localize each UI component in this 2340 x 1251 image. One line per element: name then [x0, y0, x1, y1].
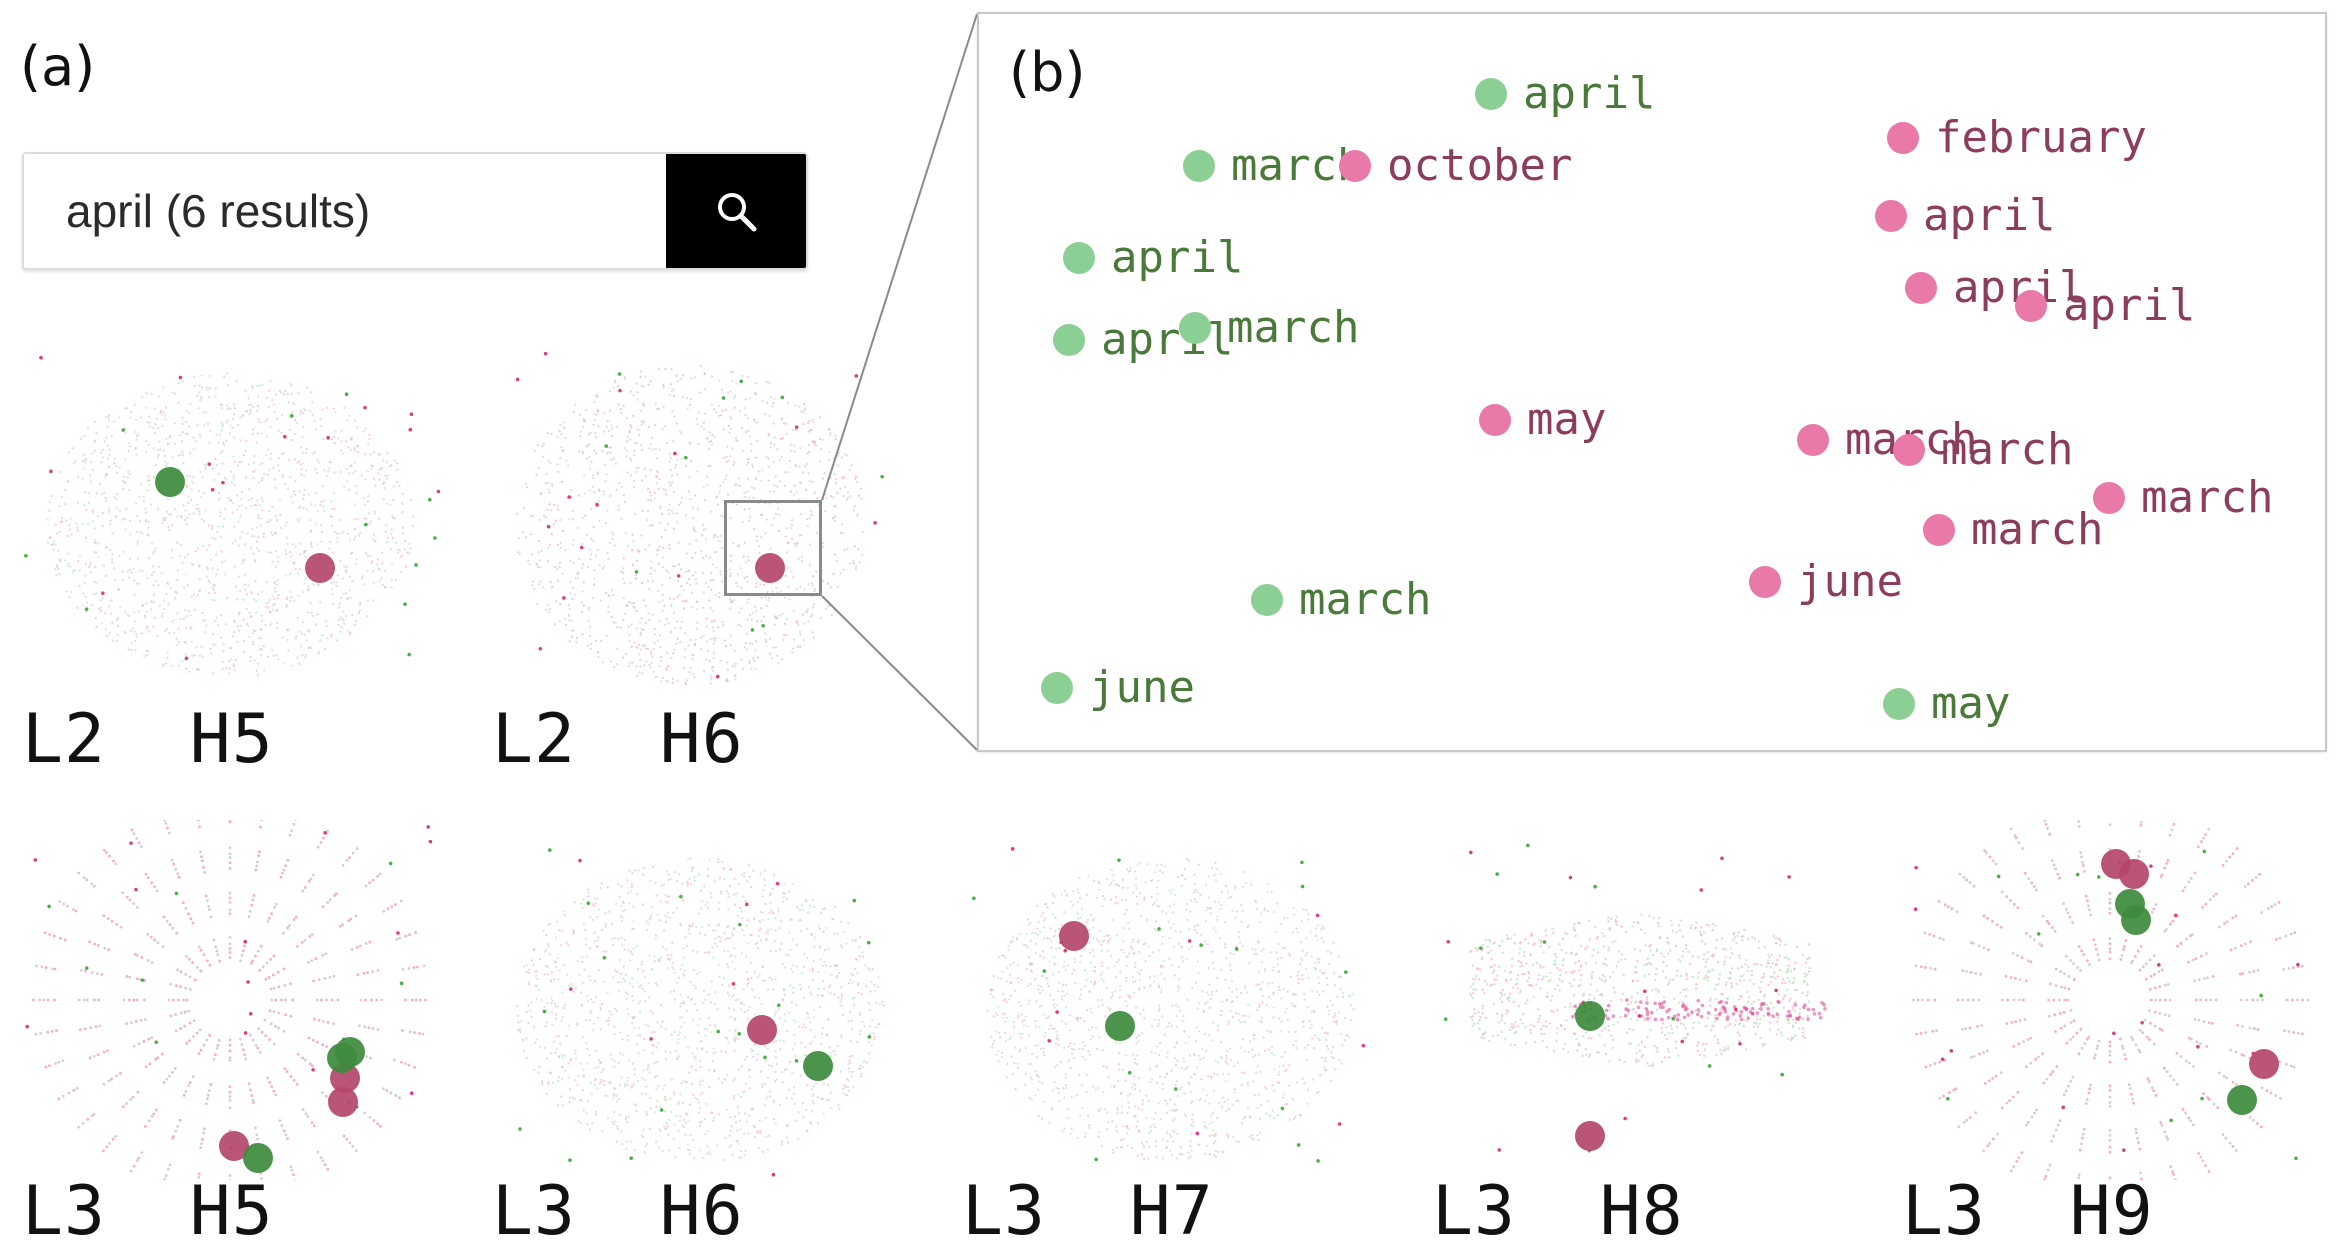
head-label-l3-h7: L3 H7 [962, 1178, 1214, 1246]
zoom-region-box [724, 500, 822, 596]
head-label-l3-h6: L3 H6 [492, 1178, 744, 1246]
zoom-point-label: march [1941, 428, 2073, 472]
head-label-l2-h5: L2 H5 [22, 706, 274, 774]
panel-b-label: (b) [1009, 46, 1085, 100]
head-plot-l3-h7[interactable] [960, 840, 1380, 1180]
head-plot-l3-h5[interactable] [20, 820, 440, 1180]
search-button[interactable] [666, 154, 806, 268]
zoom-point-label: march [1227, 306, 1359, 350]
head-plot-l3-h9[interactable] [1900, 820, 2320, 1180]
search-input[interactable] [24, 154, 666, 268]
zoom-point-label: june [1797, 560, 1903, 604]
zoom-point-label: march [2141, 476, 2273, 520]
panel-a-label: (a) [20, 40, 95, 94]
head-plot-l2-h6[interactable] [490, 350, 890, 700]
zoomed-embedding-panel: (b) april march october april april marc… [977, 12, 2327, 752]
head-label-l2-h6: L2 H6 [492, 706, 744, 774]
head-plot-l2-h5[interactable] [20, 350, 440, 700]
zoom-point-label: april [1101, 318, 1233, 362]
zoom-point-label: october [1387, 144, 1572, 188]
zoom-point-label: april [1923, 194, 2055, 238]
zoom-point-label: february [1935, 116, 2147, 160]
zoom-point-label: april [1111, 236, 1243, 280]
zoom-point-label: march [1971, 508, 2103, 552]
zoom-point-label: march [1299, 578, 1431, 622]
zoom-point-label: june [1089, 666, 1195, 710]
head-label-l3-h5: L3 H5 [22, 1178, 274, 1246]
search-icon [712, 187, 760, 235]
search-box [22, 152, 808, 270]
zoom-point-label: may [1931, 682, 2010, 726]
head-label-l3-h8: L3 H8 [1432, 1178, 1684, 1246]
head-label-l3-h9: L3 H9 [1902, 1178, 2154, 1246]
head-plot-l3-h8[interactable] [1430, 840, 1850, 1180]
head-plot-l3-h6[interactable] [490, 840, 910, 1180]
zoom-point-label: april [1523, 72, 1655, 116]
zoom-point-label: may [1527, 398, 1606, 442]
zoom-point-label: april [2063, 284, 2195, 328]
